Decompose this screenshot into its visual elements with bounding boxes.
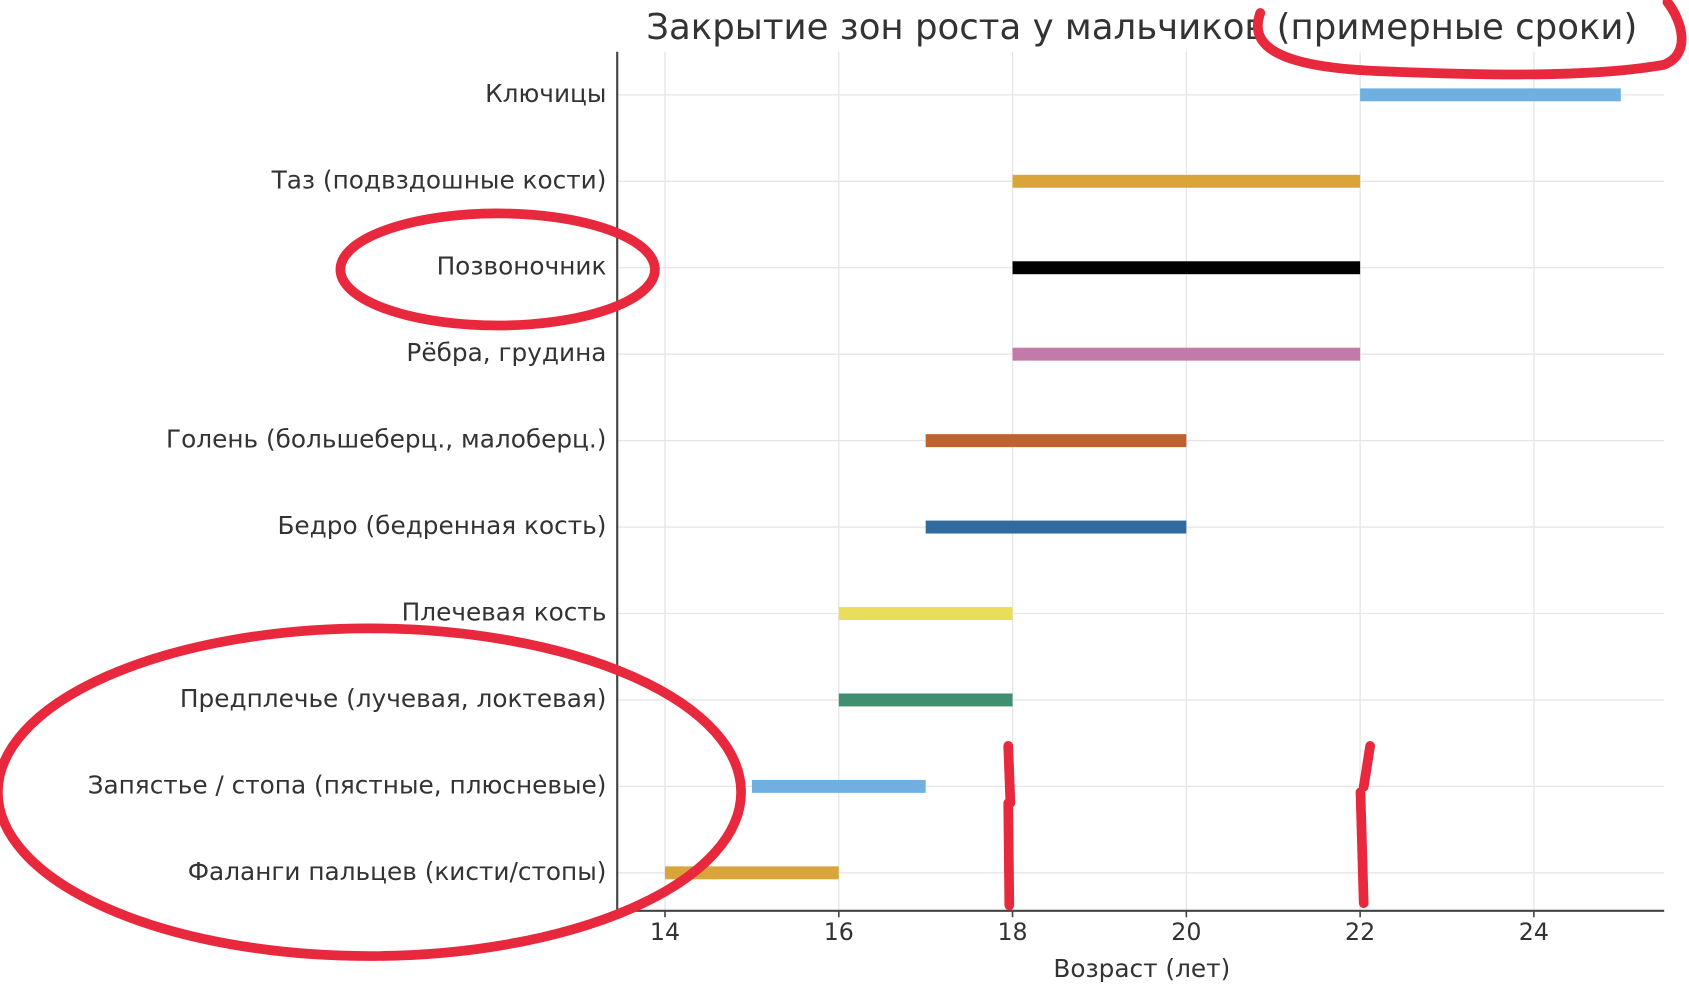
x-tick-label: 16 (824, 918, 854, 946)
annotation-ellipse (1252, 0, 1687, 80)
x-tick-label: 20 (1171, 918, 1201, 946)
range-bar (838, 607, 1013, 620)
y-tick-label: Таз (подвздошные кости) (271, 165, 607, 194)
annotation-mark (1003, 741, 1016, 911)
x-tick-label: 18 (997, 918, 1027, 946)
x-tick-label: 24 (1519, 918, 1549, 946)
range-bar (751, 779, 926, 793)
y-tick-label: Фаланги пальцев (кисти/стопы) (188, 857, 607, 886)
y-tick-label: Плечевая кость (402, 598, 607, 627)
y-tick-label: Позвоночник (437, 252, 607, 281)
y-tick-label: Ключицы (485, 79, 606, 108)
annotation-ellipse (0, 623, 746, 961)
annotation-mark (1355, 741, 1376, 909)
y-tick-label: Предплечье (лучевая, локтевая) (180, 684, 607, 713)
range-bar (838, 693, 1013, 707)
x-tick-label: 22 (1345, 918, 1375, 946)
y-tick-label: Рёбра, грудина (406, 338, 606, 367)
range-bar (665, 866, 839, 880)
range-bar (1360, 88, 1621, 102)
range-bar (1012, 174, 1361, 188)
annotations (0, 0, 1687, 961)
y-tick-label: Голень (большеберц., малоберц.) (166, 425, 606, 454)
axes (616, 51, 1665, 912)
plot-area: 14 16 18 20 22 24 Ключицы Таз (подвздошные кост… (88, 51, 1665, 946)
range-bar (925, 434, 1187, 448)
y-tick-label: Запястье / стопа (пястные, плюсневые) (88, 770, 607, 799)
x-axis-label: Возраст (лет) (1053, 954, 1230, 983)
range-bar (925, 520, 1187, 534)
range-bar (1012, 347, 1361, 361)
range-bar (1012, 261, 1361, 275)
x-tick-label: 14 (650, 918, 680, 946)
chart-title: Закрытие зон роста у мальчиков (примерны… (646, 7, 1637, 48)
y-tick-label: Бедро (бедренная кость) (277, 511, 606, 540)
annotation-ellipse (335, 208, 660, 331)
